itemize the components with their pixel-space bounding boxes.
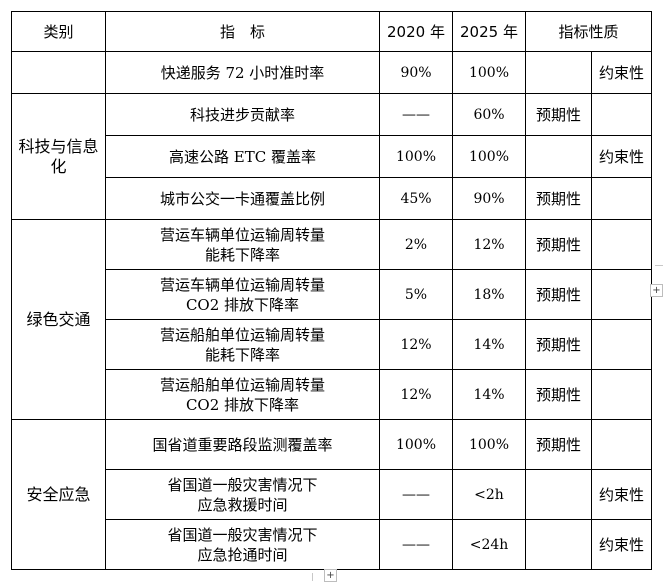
category-cell-tech: 科技与信息化 [11, 93, 106, 220]
table-row: 省国道一般灾害情况下 应急抢通时间 —— <24h 约束性 [12, 519, 653, 570]
expected-cell: 预期性 [525, 419, 592, 470]
binding-cell: 约束性 [590, 519, 653, 570]
row-resize-tick[interactable] [655, 265, 663, 266]
indicator-cell: 营运车辆单位运输周转量 CO2 排放下降率 [105, 269, 380, 320]
header-category: 类别 [11, 11, 106, 52]
binding-cell: 约束性 [590, 135, 653, 178]
indicator-line-1: 营运车辆单位运输周转量 [159, 275, 325, 294]
binding-cell [590, 93, 653, 136]
indicator-cell: 营运船舶单位运输周转量 能耗下降率 [105, 319, 380, 370]
binding-cell: 约束性 [590, 469, 653, 520]
value-2020-cell: —— [379, 469, 453, 520]
indicator-cell: 营运船舶单位运输周转量 CO2 排放下降率 [105, 369, 380, 420]
table-row: 营运船舶单位运输周转量 能耗下降率 12% 14% 预期性 [12, 319, 653, 370]
header-nature: 指标性质 [524, 11, 653, 52]
binding-cell [590, 419, 653, 470]
binding-cell [590, 177, 653, 220]
expected-cell [525, 469, 592, 520]
table-row: 城市公交一卡通覆盖比例 45% 90% 预期性 [12, 177, 653, 220]
value-2025-cell: 60% [452, 93, 526, 136]
value-2025-cell: 90% [452, 177, 526, 220]
binding-cell [590, 269, 653, 320]
category-cell-green: 绿色交通 [11, 219, 106, 420]
indicator-cell: 高速公路 ETC 覆盖率 [105, 135, 380, 178]
value-2020-cell: 5% [379, 269, 453, 320]
table-row: 省国道一般灾害情况下 应急救援时间 —— <2h 约束性 [12, 469, 653, 520]
binding-cell [590, 369, 653, 420]
expected-cell [525, 135, 592, 178]
table-row: 营运车辆单位运输周转量 CO2 排放下降率 5% 18% 预期性 [12, 269, 653, 320]
indicator-cell: 快递服务 72 小时准时率 [105, 51, 380, 94]
value-2020-cell: 90% [379, 51, 453, 94]
expected-cell: 预期性 [525, 369, 592, 420]
header-indicator: 指 标 [105, 11, 380, 52]
value-2020-cell: 100% [379, 135, 453, 178]
table-row: 绿色交通 营运车辆单位运输周转量 能耗下降率 2% 12% 预期性 [11, 219, 653, 420]
value-2025-cell: 12% [452, 219, 526, 270]
indicator-cell: 省国道一般灾害情况下 应急抢通时间 [105, 519, 380, 570]
indicator-cell: 省国道一般灾害情况下 应急救援时间 [105, 469, 380, 520]
indicator-cell: 国省道重要路段监测覆盖率 [105, 419, 380, 470]
value-2025-cell: <24h [452, 519, 526, 570]
value-2020-cell: 12% [379, 319, 453, 370]
indicator-line-2: CO2 排放下降率 [185, 295, 300, 314]
indicator-line-1: 省国道一般灾害情况下 [167, 475, 318, 494]
category-cell-empty [11, 51, 106, 94]
indicator-line-1: 营运车辆单位运输周转量 [159, 225, 325, 244]
expected-cell [525, 51, 592, 94]
header-2025: 2025 年 [452, 11, 526, 52]
indicator-table: 类别 指 标 2020 年 2025 年 指标性质 快递服务 72 小时准时率 … [11, 11, 653, 570]
expected-cell: 预期性 [525, 269, 592, 320]
value-2025-cell: <2h [452, 469, 526, 520]
value-2020-cell: 2% [379, 219, 453, 270]
indicator-cell: 城市公交一卡通覆盖比例 [105, 177, 380, 220]
indicator-line-1: 省国道一般灾害情况下 [167, 525, 318, 544]
value-2025-cell: 100% [452, 51, 526, 94]
value-2025-cell: 14% [452, 369, 526, 420]
binding-cell [590, 319, 653, 370]
indicator-line-1: 营运船舶单位运输周转量 [159, 325, 325, 344]
indicator-line-1: 营运船舶单位运输周转量 [159, 375, 325, 394]
indicator-line-2: 应急救援时间 [197, 495, 288, 514]
binding-cell: 约束性 [590, 51, 653, 94]
value-2020-cell: —— [379, 519, 453, 570]
indicator-line-2: 能耗下降率 [204, 245, 280, 264]
indicator-cell: 科技进步贡献率 [105, 93, 380, 136]
value-2025-cell: 14% [452, 319, 526, 370]
table-row: 科技与信息化 科技进步贡献率 —— 60% 预期性 [11, 93, 653, 220]
expected-cell [525, 519, 592, 570]
value-2025-cell: 18% [452, 269, 526, 320]
indicator-cell: 营运车辆单位运输周转量 能耗下降率 [105, 219, 380, 270]
value-2020-cell: 12% [379, 369, 453, 420]
add-row-handle[interactable]: + [324, 569, 337, 582]
table-header-row: 类别 指 标 2020 年 2025 年 指标性质 [11, 11, 653, 52]
indicator-line-2: 能耗下降率 [204, 345, 280, 364]
value-2025-cell: 100% [452, 135, 526, 178]
value-2020-cell: —— [379, 93, 453, 136]
binding-cell [590, 219, 653, 270]
value-2020-cell: 100% [379, 419, 453, 470]
expected-cell: 预期性 [525, 177, 592, 220]
header-2020: 2020 年 [379, 11, 453, 52]
indicator-line-2: 应急抢通时间 [197, 545, 288, 564]
table-row: 高速公路 ETC 覆盖率 100% 100% 约束性 [12, 135, 653, 178]
indicator-line-2: CO2 排放下降率 [185, 395, 300, 414]
expected-cell: 预期性 [525, 93, 592, 136]
add-column-handle[interactable]: + [650, 284, 663, 297]
value-2025-cell: 100% [452, 419, 526, 470]
expected-cell: 预期性 [525, 219, 592, 270]
table-row: 安全应急 国省道重要路段监测覆盖率 100% 100% 预期性 [11, 419, 653, 570]
value-2020-cell: 45% [379, 177, 453, 220]
table-row: 快递服务 72 小时准时率 90% 100% 约束性 [11, 51, 653, 94]
category-cell-safety: 安全应急 [11, 419, 106, 570]
table-row: 营运船舶单位运输周转量 CO2 排放下降率 12% 14% 预期性 [12, 369, 653, 420]
col-resize-tick[interactable] [312, 573, 313, 581]
expected-cell: 预期性 [525, 319, 592, 370]
